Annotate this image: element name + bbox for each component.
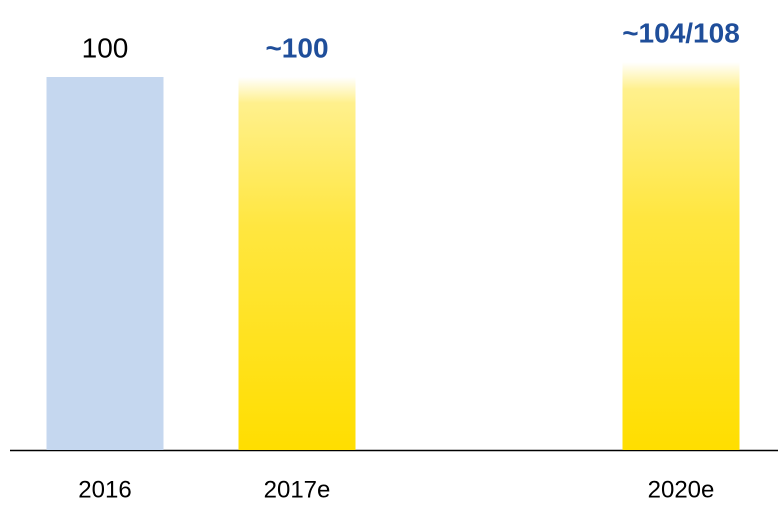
value-label: ~100 (265, 32, 328, 63)
x-tick-label: 2016 (78, 476, 131, 503)
value-label: 100 (82, 32, 129, 63)
bar (46, 77, 164, 450)
x-tick-label: 2020e (648, 476, 715, 503)
value-label: ~104/108 (622, 17, 740, 48)
bar (238, 77, 356, 450)
x-tick-label: 2017e (264, 476, 331, 503)
bar (622, 62, 740, 451)
